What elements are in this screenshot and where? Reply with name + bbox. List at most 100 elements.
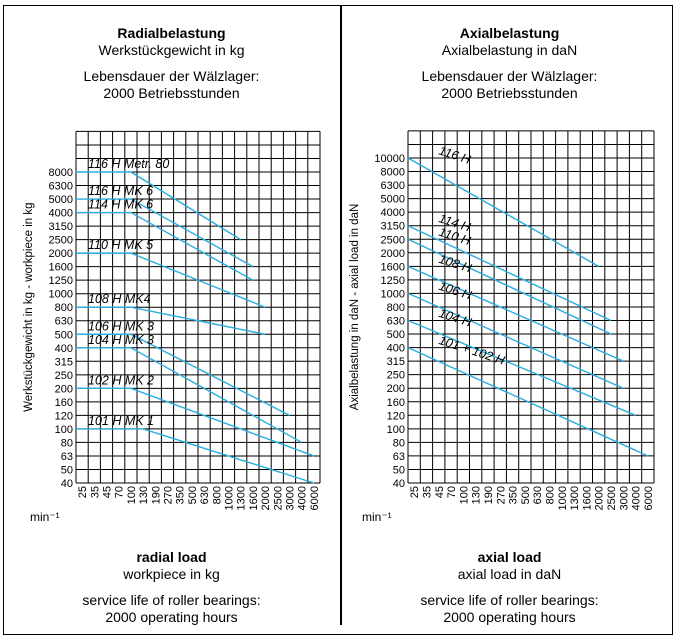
axial-xtick-label: 45 — [434, 486, 446, 498]
radial-life-en-1: service life of roller bearings: — [82, 592, 261, 608]
radial-series-line — [76, 428, 315, 484]
axial-panel: Axialbelastung Axialbelastung in daN Leb… — [341, 5, 677, 625]
radial-xtick-label: 1000 — [224, 486, 236, 510]
radial-xtick-label: 70 — [114, 486, 126, 498]
axial-series-line — [407, 265, 624, 362]
radial-ytick-label: 4000 — [49, 208, 73, 220]
radial-series-label: 110 H MK 5 — [88, 238, 153, 252]
radial-ytick-label: 400 — [55, 343, 73, 355]
axial-ytick-label: 8000 — [381, 167, 405, 179]
radial-ytick-label: 500 — [55, 329, 73, 341]
radial-xtick-label: 270 — [163, 486, 175, 504]
radial-ytick-label: 200 — [55, 383, 73, 395]
axial-ytick-label: 1600 — [381, 261, 405, 273]
axial-ytick-label: 4000 — [381, 207, 405, 219]
radial-xtick-label: 2500 — [272, 486, 284, 510]
axial-xtick-label: 1300 — [569, 486, 581, 510]
radial-xtick-label: 350 — [175, 486, 187, 504]
radial-series-line — [76, 252, 266, 308]
axial-ytick-label: 1000 — [381, 288, 405, 300]
axial-xtick-label: 1600 — [581, 486, 593, 510]
radial-xtick-label: 2000 — [260, 486, 272, 510]
axial-series-line — [407, 346, 649, 457]
axial-series-line — [407, 157, 599, 267]
axial-series-label: 116 H — [437, 144, 473, 168]
axial-ytick-label: 80 — [393, 437, 405, 449]
axial-xtick-label: 630 — [532, 486, 544, 504]
axial-ytick-label: 630 — [387, 316, 405, 328]
axial-xtick-label: 130 — [471, 486, 483, 504]
axial-ytick-label: 63 — [393, 451, 405, 463]
axial-xtick-label: 2500 — [606, 486, 618, 510]
axial-title-de: Axialbelastung — [459, 25, 560, 41]
radial-series-line — [76, 347, 303, 444]
radial-series-label: 102 H MK 2 — [88, 373, 154, 387]
radial-life-en-2: 2000 operating hours — [105, 609, 238, 625]
radial-ytick-label: 1250 — [49, 275, 73, 287]
radial-ytick-label: 5000 — [49, 194, 73, 206]
axial-life-en-2: 2000 operating hours — [443, 609, 576, 625]
radial-xtick-label: 130 — [138, 486, 150, 504]
axial-series-line — [407, 225, 612, 322]
radial-series-line — [76, 171, 242, 241]
axial-grid — [407, 130, 655, 484]
radial-series-line — [76, 387, 315, 457]
radial-ytick-label: 160 — [55, 397, 73, 409]
radial-subtitle-de: Werkstückgewicht in kg — [98, 42, 245, 58]
radial-ytick-label: 315 — [55, 356, 73, 368]
axial-title-en: axial load — [477, 549, 542, 565]
radial-ytick-label: 800 — [55, 302, 73, 314]
axial-xtick-label: 70 — [446, 486, 458, 498]
axial-xtick-label: 190 — [483, 486, 495, 504]
axial-ytick-label: 2500 — [381, 234, 405, 246]
axial-ytick-label: 200 — [387, 383, 405, 395]
radial-ytick-label: 2500 — [49, 235, 73, 247]
radial-ylabel: Werkstückgewicht in kg - workpiece in kg — [23, 203, 35, 412]
radial-xtick-label: 190 — [150, 486, 162, 504]
radial-ytick-label: 80 — [61, 437, 73, 449]
axial-ytick-label: 40 — [393, 478, 405, 490]
axial-ytick-label: 400 — [387, 343, 405, 355]
axial-ytick-label: 315 — [387, 356, 405, 368]
radial-series-line — [76, 333, 290, 417]
radial-ytick-label: 1600 — [49, 262, 73, 274]
radial-ytick-label: 40 — [61, 478, 73, 490]
axial-xtick-label: 6000 — [643, 486, 655, 510]
axial-ytick-label: 1250 — [381, 275, 405, 287]
radial-series-line — [76, 211, 254, 281]
axial-xtick-label: 270 — [495, 486, 507, 504]
radial-grid — [75, 130, 321, 484]
axial-xtick-label: 3000 — [618, 486, 630, 510]
axial-xtick-label: 2000 — [594, 486, 606, 510]
radial-life-de-2: 2000 Betriebsstunden — [103, 85, 240, 101]
radial-series-label: 104 H MK 3 — [88, 333, 154, 347]
radial-xtick-label: 35 — [89, 486, 101, 498]
axial-xtick-label: 350 — [508, 486, 520, 504]
radial-ytick-label: 250 — [55, 370, 73, 382]
axial-series-line — [407, 292, 624, 389]
axial-series-label: 108 H — [437, 252, 474, 276]
radial-series-line — [76, 306, 266, 335]
radial-ytick-label: 100 — [55, 424, 73, 436]
radial-series-label: 108 H MK4 — [88, 292, 151, 306]
axial-ytick-label: 120 — [387, 410, 405, 422]
radial-xtick-label: 100 — [126, 486, 138, 504]
axial-series-label: 106 H — [437, 279, 474, 303]
radial-subtitle-en: workpiece in kg — [123, 566, 220, 582]
radial-ytick-label: 6300 — [49, 181, 73, 193]
axial-xtick-label: 500 — [520, 486, 532, 504]
axial-xtick-label: 35 — [421, 486, 433, 498]
axial-ytick-label: 160 — [387, 397, 405, 409]
radial-xtick-label: 630 — [199, 486, 211, 504]
radial-xtick-label: 500 — [187, 486, 199, 504]
axial-life-en-1: service life of roller bearings: — [420, 592, 599, 608]
axial-xunit-label: min⁻¹ — [362, 510, 392, 524]
axial-ytick-label: 50 — [393, 464, 405, 476]
radial-series-label: 114 H MK 6 — [88, 198, 153, 212]
axial-subtitle-en: axial load in daN — [457, 566, 562, 582]
radial-life-de-1: Lebensdauer der Wälzlager: — [83, 68, 260, 84]
axial-ytick-label: 10000 — [374, 153, 405, 165]
axial-subtitle-de: Axialbelastung in daN — [441, 42, 578, 58]
axial-ytick-label: 5000 — [381, 194, 405, 206]
